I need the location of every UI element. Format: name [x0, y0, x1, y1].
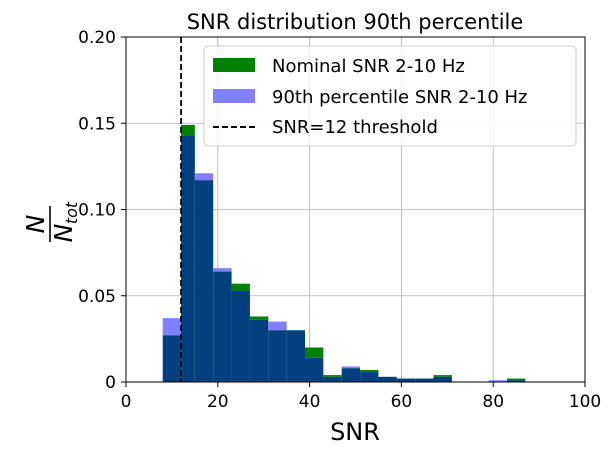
- bar-90th-excess: [213, 268, 232, 272]
- x-tick-label: 80: [482, 392, 504, 412]
- legend-swatch-nominal: [213, 58, 255, 72]
- bar-overlap: [323, 376, 342, 382]
- bar-overlap: [231, 290, 250, 382]
- x-tick-label: 100: [569, 392, 601, 412]
- bar-overlap: [286, 330, 306, 382]
- bar-overlap: [415, 378, 434, 382]
- histogram-bars: [162, 124, 526, 382]
- y-axis-label-numerator: N: [21, 214, 50, 233]
- bar-overlap: [162, 335, 182, 382]
- bar-nominal-excess: [249, 316, 269, 320]
- x-tick-label: 0: [121, 392, 132, 412]
- legend-label-nominal: Nominal SNR 2-10 Hz: [272, 56, 465, 77]
- bar-overlap: [181, 135, 195, 382]
- x-tick-label: 20: [207, 392, 229, 412]
- bar-nominal-excess: [433, 375, 452, 377]
- x-axis-label: SNR: [330, 418, 380, 446]
- bar-nominal-excess: [506, 378, 526, 381]
- bar-nominal-excess: [231, 283, 250, 291]
- x-tick-label: 40: [299, 392, 321, 412]
- bar-overlap: [194, 180, 214, 382]
- bar-overlap: [396, 378, 416, 382]
- bar-nominal-excess: [360, 369, 379, 372]
- bar-overlap: [341, 368, 361, 382]
- bar-90th-excess: [488, 380, 507, 382]
- bar-overlap: [378, 376, 397, 382]
- bar-90th-excess: [162, 318, 182, 336]
- bar-90th-excess: [268, 321, 287, 331]
- y-axis-label-denominator: N: [49, 223, 78, 242]
- chart-title: SNR distribution 90th percentile: [187, 10, 524, 34]
- legend-box: [203, 45, 577, 147]
- bar-overlap: [249, 319, 269, 382]
- y-tick-label: 0.10: [78, 201, 116, 221]
- y-tick-label: 0.15: [78, 114, 116, 134]
- y-tick-label: 0.20: [78, 28, 116, 48]
- bar-overlap: [360, 371, 379, 382]
- bar-90th-excess: [194, 173, 214, 181]
- bar-overlap: [433, 376, 452, 382]
- legend: Nominal SNR 2-10 Hz 90th percentile SNR …: [203, 45, 577, 147]
- x-tick-label: 60: [391, 392, 413, 412]
- bar-90th-excess: [341, 366, 361, 369]
- legend-label-90th-percentile: 90th percentile SNR 2-10 Hz: [272, 87, 528, 108]
- y-tick-label: 0.05: [78, 287, 116, 307]
- legend-swatch-90th-percentile: [213, 89, 255, 103]
- bar-nominal-excess: [305, 347, 324, 358]
- y-tick-label: 0: [105, 373, 116, 393]
- bar-overlap: [506, 380, 526, 382]
- y-axis-label-denominator-subscript: tot: [62, 201, 81, 224]
- bar-overlap: [268, 330, 287, 382]
- bar-overlap: [305, 357, 324, 382]
- y-axis-label: N N tot: [21, 201, 81, 242]
- legend-label-threshold: SNR=12 threshold: [272, 117, 438, 138]
- bar-nominal-excess: [323, 375, 342, 377]
- bar-overlap: [213, 271, 232, 382]
- y-axis-ticks: 0 0.05 0.10 0.15 0.20: [78, 28, 126, 393]
- bar-nominal-excess: [181, 124, 195, 136]
- x-axis-ticks: 0 20 40 60 80 100: [121, 382, 601, 412]
